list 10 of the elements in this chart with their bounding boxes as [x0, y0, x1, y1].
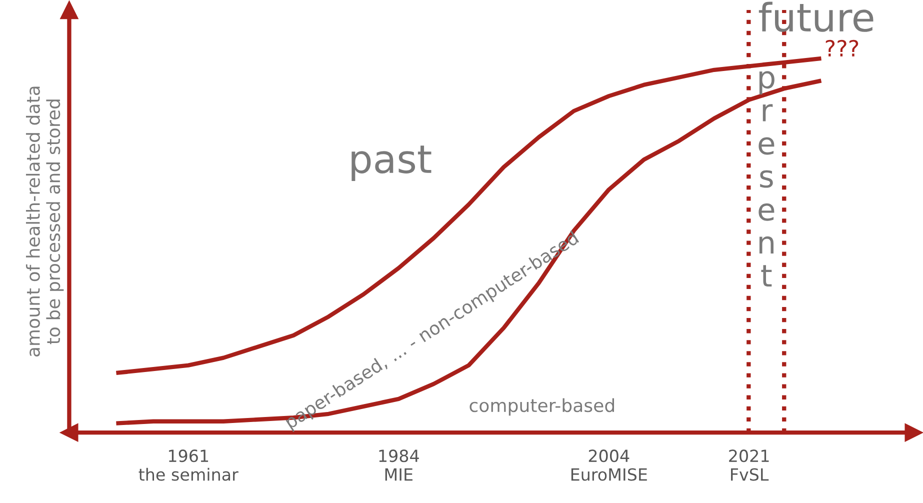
text: future	[758, 2, 874, 32]
x-tick-label: 1984 MIE	[379, 450, 419, 481]
x-tick-label: 2021 FvSL	[729, 450, 769, 481]
x-tick-label: 1961 the seminar	[138, 450, 238, 481]
y-axis-title: amount of health-related data to be processed and stored	[26, 86, 64, 356]
x-tick-label: 2004 EuroMISE	[571, 450, 647, 481]
annotation: past	[352, 146, 432, 181]
text: ???	[826, 40, 858, 56]
annotation: present	[758, 71, 774, 287]
annotation: computer-based	[470, 398, 614, 416]
